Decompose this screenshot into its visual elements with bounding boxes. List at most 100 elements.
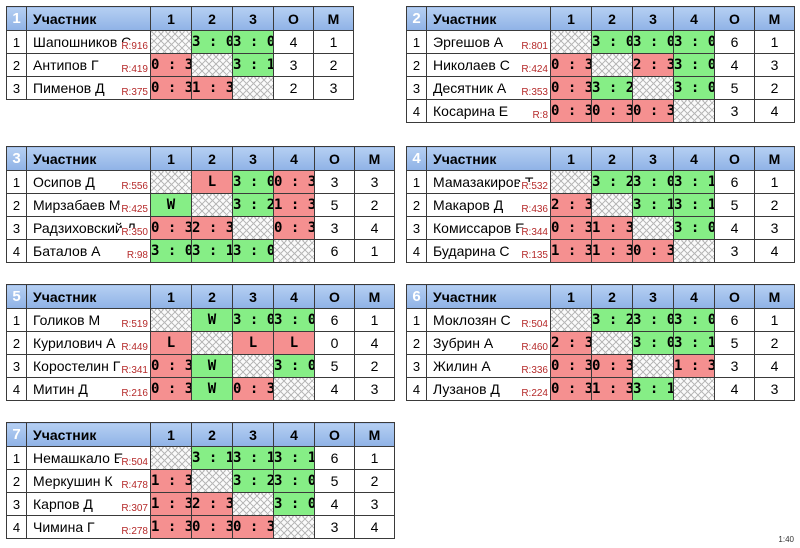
player-place: 4 <box>354 331 395 355</box>
match-result-loss: 1 : 3 <box>150 515 192 539</box>
match-result-win: 3 : 0 <box>232 308 274 332</box>
player-name-cell: Зубрин А R:460 <box>426 331 551 355</box>
opponent-column-header: 4 <box>673 146 715 171</box>
player-number: 1 <box>406 30 427 54</box>
player-rating: R:375 <box>119 87 148 98</box>
match-result-win: 3 : 0 <box>273 308 315 332</box>
player-name: Коростелин Г <box>33 358 121 374</box>
opponent-column-header: 4 <box>673 6 715 31</box>
group-number: 3 <box>6 146 27 171</box>
opponent-column-header: 1 <box>550 146 592 171</box>
player-rating: R:135 <box>519 250 548 261</box>
match-result-loss: 2 : 3 <box>632 53 674 77</box>
player-name-cell: Лузанов Д R:224 <box>426 377 551 401</box>
self-match-cell <box>273 515 315 539</box>
player-points: 6 <box>314 446 355 470</box>
player-rating: R:419 <box>119 64 148 75</box>
place-header: М <box>754 146 795 171</box>
match-result-loss: 0 : 3 <box>632 99 674 123</box>
opponent-column-header: 1 <box>550 6 592 31</box>
match-result-loss: 1 : 3 <box>673 354 715 378</box>
match-result-win: W <box>191 377 233 401</box>
player-name-cell: Коростелин Г R:341 <box>26 354 151 378</box>
match-result-loss: 1 : 3 <box>591 239 633 263</box>
match-result-loss: L <box>191 170 233 194</box>
player-rating: R:8 <box>530 110 548 121</box>
player-number: 2 <box>406 331 427 355</box>
player-rating: R:424 <box>519 64 548 75</box>
player-rating: R:519 <box>119 319 148 330</box>
self-match-cell <box>591 193 633 217</box>
group-header-row: 4 Участник 1 2 3 4 О М <box>406 146 795 171</box>
group-header-row: 7 Участник 1 2 3 4 О М <box>6 422 395 447</box>
player-place: 1 <box>313 30 354 54</box>
player-points: 6 <box>714 170 755 194</box>
self-match-cell <box>150 308 192 332</box>
match-result-loss: 0 : 3 <box>150 53 192 77</box>
player-points: 3 <box>714 99 755 123</box>
match-result-win: 3 : 0 <box>673 308 715 332</box>
player-name-cell: Курилович А R:449 <box>26 331 151 355</box>
match-result-win: 3 : 0 <box>191 30 233 54</box>
match-result-loss: 0 : 3 <box>232 377 274 401</box>
player-points: 6 <box>314 239 355 263</box>
match-result-win: 3 : 0 <box>232 30 274 54</box>
player-place: 2 <box>354 193 395 217</box>
match-result-win: 3 : 0 <box>273 354 315 378</box>
player-name-cell: Косарина Е R:8 <box>426 99 551 123</box>
player-points: 6 <box>714 30 755 54</box>
player-number: 1 <box>6 308 27 332</box>
player-place: 3 <box>313 76 354 100</box>
player-points: 5 <box>314 469 355 493</box>
match-result-win: 3 : 1 <box>232 446 274 470</box>
match-result-loss: 0 : 3 <box>150 216 192 240</box>
self-match-cell <box>150 30 192 54</box>
match-result-win: 3 : 0 <box>632 331 674 355</box>
player-rating: R:278 <box>119 526 148 537</box>
player-name: Радзиховский Д <box>33 220 137 236</box>
match-result-win: 3 : 1 <box>632 193 674 217</box>
player-name-cell: Шапошников С R:916 <box>26 30 151 54</box>
player-number: 1 <box>406 308 427 332</box>
player-rating: R:216 <box>119 388 148 399</box>
player-rating: R:224 <box>519 388 548 399</box>
player-name-cell: Бударина С R:135 <box>426 239 551 263</box>
place-header: М <box>354 284 395 309</box>
player-rating: R:353 <box>519 87 548 98</box>
player-points: 4 <box>714 377 755 401</box>
match-result-loss: 0 : 3 <box>550 99 592 123</box>
self-match-cell <box>632 216 674 240</box>
player-name: Немашкало Е <box>33 450 124 466</box>
player-name: Николаев С <box>433 57 510 73</box>
participant-header: Участник <box>26 146 151 171</box>
player-points: 5 <box>314 354 355 378</box>
opponent-column-header: 2 <box>191 146 233 171</box>
group-header-row: 1 Участник 1 2 3 О М <box>6 6 354 31</box>
opponent-column-header: 1 <box>550 284 592 309</box>
player-rating: R:449 <box>119 342 148 353</box>
player-number: 1 <box>406 170 427 194</box>
match-result-win: 3 : 0 <box>673 30 715 54</box>
match-result-win: 3 : 0 <box>673 53 715 77</box>
match-result-loss: 0 : 3 <box>150 76 192 100</box>
player-rating: R:460 <box>519 342 548 353</box>
player-name: Эргешов А <box>433 34 504 50</box>
player-name: Лузанов Д <box>433 381 500 397</box>
group-number: 2 <box>406 6 427 31</box>
match-result-win: 3 : 0 <box>232 239 274 263</box>
player-name: Мамазакиров Т <box>433 174 534 190</box>
player-number: 2 <box>6 469 27 493</box>
player-rating: R:556 <box>119 181 148 192</box>
